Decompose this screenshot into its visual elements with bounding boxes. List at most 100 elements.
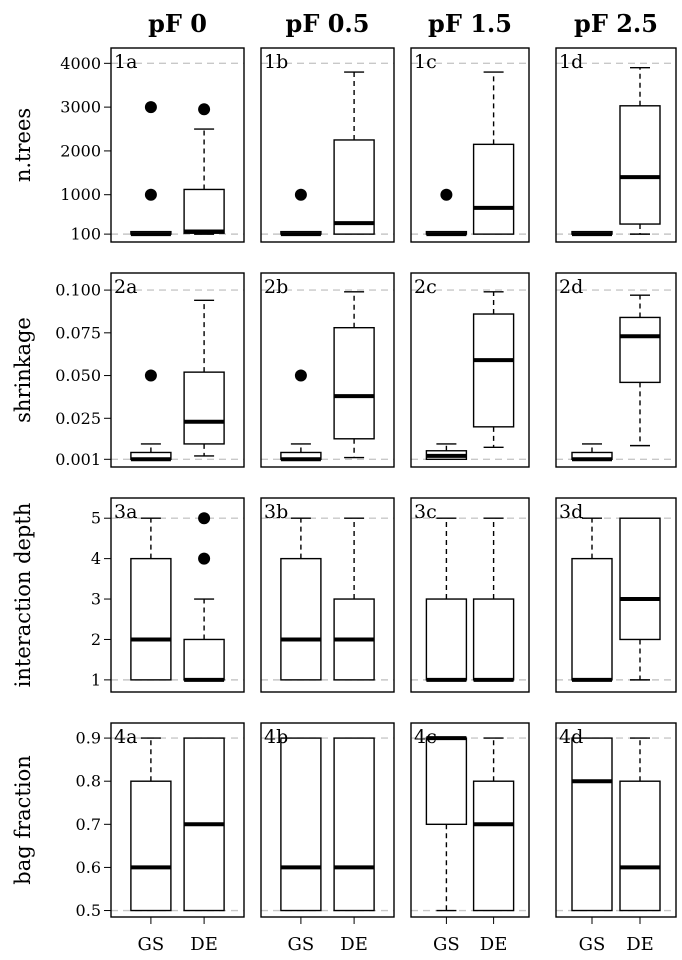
- panel-frame: [555, 497, 677, 693]
- panel-3a: 3a: [110, 497, 245, 693]
- panel-frame: [555, 722, 677, 918]
- panel-frame: [410, 47, 530, 243]
- outlier-point: [294, 188, 307, 201]
- x-category-label: GS: [288, 934, 315, 955]
- panel-label: 4d: [559, 726, 583, 748]
- panel-frame: [555, 272, 677, 468]
- y-axis-label: shrinkage: [11, 317, 35, 423]
- outlier-point: [198, 552, 211, 565]
- y-tick-label: 0.6: [76, 858, 101, 877]
- panel-3b: 3b: [260, 497, 395, 693]
- box-DE: [472, 313, 515, 428]
- panel-1d: 1d: [555, 47, 677, 243]
- box-GS: [130, 557, 172, 681]
- column-title: pF 2.5: [574, 9, 658, 38]
- x-category-label: DE: [340, 934, 368, 955]
- box-DE: [619, 780, 661, 912]
- panel-label: 2a: [114, 276, 137, 298]
- box-GS: [425, 737, 468, 826]
- outlier-point: [198, 103, 211, 116]
- y-tick-label: 3: [91, 590, 101, 609]
- y-tick-label: 100: [70, 225, 101, 244]
- panel-label: 1b: [264, 51, 288, 73]
- x-category-label: GS: [579, 934, 606, 955]
- panel-label: 1a: [114, 51, 137, 73]
- y-axis-label: n.trees: [11, 108, 35, 182]
- panel-label: 1c: [414, 51, 437, 73]
- box-DE: [472, 780, 515, 912]
- panel-frame: [260, 272, 395, 468]
- box-GS: [571, 557, 613, 681]
- panel-1c: 1c: [410, 47, 530, 243]
- panel-label: 2d: [559, 276, 583, 298]
- box-GS: [571, 737, 613, 912]
- panel-label: 4c: [414, 726, 437, 748]
- panel-label: 3c: [414, 501, 437, 523]
- panel-2d: 2d: [555, 272, 677, 468]
- box-DE: [333, 326, 375, 440]
- column-title: pF 0.5: [286, 9, 370, 38]
- x-category-label: DE: [190, 934, 218, 955]
- panel-label: 1d: [559, 51, 583, 73]
- y-tick-label: 4000: [60, 54, 101, 73]
- y-tick-label: 1000: [60, 185, 101, 204]
- y-tick-label: 0.7: [76, 815, 101, 834]
- panel-label: 3d: [559, 501, 583, 523]
- panel-frame: [110, 497, 245, 693]
- panel-frame: [110, 722, 245, 918]
- panel-3d: 3d: [555, 497, 677, 693]
- y-tick-label: 0.075: [55, 323, 101, 342]
- panel-4b: 4b: [260, 722, 395, 918]
- outlier-point: [294, 369, 307, 382]
- panel-frame: [555, 47, 677, 243]
- y-tick-label: 0.5: [76, 901, 101, 920]
- box-GS: [280, 557, 322, 681]
- box-DE: [619, 105, 661, 225]
- column-title: pF 1.5: [428, 9, 512, 38]
- x-category-label: GS: [433, 934, 460, 955]
- box-GS: [130, 780, 172, 912]
- box-DE: [183, 371, 225, 445]
- panel-3c: 3c: [410, 497, 530, 693]
- outlier-point: [144, 369, 157, 382]
- box-DE: [619, 517, 661, 641]
- panel-2c: 2c: [410, 272, 530, 468]
- box-DE: [619, 316, 661, 384]
- x-category-label: DE: [480, 934, 508, 955]
- box-DE: [472, 598, 515, 681]
- panel-4d: 4d: [555, 722, 677, 918]
- y-tick-label: 0.9: [76, 729, 101, 748]
- y-tick-label: 0.050: [55, 366, 101, 385]
- panel-label: 4a: [114, 726, 137, 748]
- y-axis-label: bag fraction: [11, 755, 35, 885]
- box-GS: [280, 737, 322, 912]
- box-GS: [425, 598, 468, 681]
- x-category-label: GS: [138, 934, 165, 955]
- y-axis-label: interaction depth: [11, 503, 35, 688]
- x-category-label: DE: [626, 934, 654, 955]
- column-title: pF 0: [148, 9, 207, 38]
- panel-label: 2b: [264, 276, 288, 298]
- outlier-point: [198, 512, 211, 525]
- panel-2b: 2b: [260, 272, 395, 468]
- panel-frame: [410, 722, 530, 918]
- y-tick-label: 0.8: [76, 772, 101, 791]
- outlier-point: [440, 188, 453, 201]
- panel-label: 3a: [114, 501, 137, 523]
- outlier-point: [144, 101, 157, 114]
- panel-frame: [410, 272, 530, 468]
- box-DE: [333, 737, 375, 912]
- y-tick-label: 1: [91, 670, 101, 689]
- panel-frame: [260, 722, 395, 918]
- panel-1b: 1b: [260, 47, 395, 243]
- panel-4a: 4a: [110, 722, 245, 918]
- panel-frame: [410, 497, 530, 693]
- y-tick-label: 4: [91, 549, 101, 568]
- y-tick-label: 0.025: [55, 409, 101, 428]
- y-tick-label: 5: [91, 509, 101, 528]
- panel-label: 4b: [264, 726, 288, 748]
- y-tick-label: 3000: [60, 98, 101, 117]
- panel-frame: [260, 47, 395, 243]
- y-tick-label: 2000: [60, 141, 101, 160]
